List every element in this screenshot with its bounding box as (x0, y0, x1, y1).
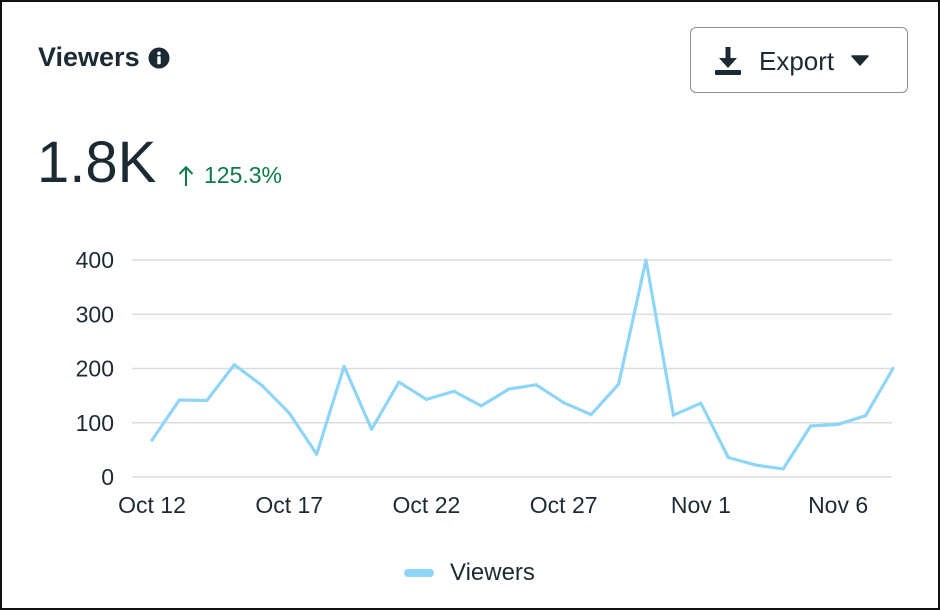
legend-label: Viewers (450, 559, 535, 586)
card-title: Viewers (38, 42, 140, 72)
y-tick-label-0: 0 (101, 464, 114, 490)
y-tick-label-300: 300 (76, 301, 114, 327)
data-point (177, 398, 182, 402)
y-tick-label-200: 200 (76, 356, 114, 382)
data-point (589, 413, 593, 417)
data-point (342, 364, 346, 368)
export-button-label: Export (759, 46, 835, 76)
data-point (754, 463, 758, 467)
data-point (150, 438, 154, 442)
data-point (891, 366, 895, 371)
info-icon[interactable] (148, 47, 170, 69)
data-point (232, 363, 236, 367)
data-point (644, 258, 648, 262)
y-tick-label-100: 100 (76, 410, 114, 436)
data-point (699, 401, 703, 405)
export-button[interactable]: Export (690, 27, 908, 93)
data-point (507, 387, 511, 391)
data-point (315, 452, 319, 456)
y-tick-label-400: 400 (76, 247, 114, 273)
data-point (424, 397, 429, 402)
x-tick-label-oct-17: Oct 17 (255, 492, 323, 518)
arrow-up-icon (178, 165, 194, 186)
x-tick-label-oct-27: Oct 27 (530, 492, 598, 518)
chart-legend: Viewers (404, 559, 535, 587)
data-point (836, 422, 840, 426)
data-point (534, 383, 538, 387)
data-point (616, 382, 621, 386)
download-icon (715, 47, 741, 75)
data-point (287, 411, 291, 415)
change-indicator: 125.3% (178, 162, 282, 189)
x-tick-label-oct-22: Oct 22 (393, 492, 461, 518)
data-point (260, 383, 264, 387)
data-point (671, 413, 676, 417)
data-point (781, 467, 785, 471)
caret-down-icon (851, 55, 869, 66)
x-tick-label-nov-6: Nov 6 (808, 492, 868, 518)
viewers-line-chart: 0 100 200 300 400 Oct 12 Oct 17 Oct 22 Oct 27 Nov… (76, 247, 895, 518)
data-point (369, 427, 374, 431)
series-line-viewers (150, 258, 895, 471)
data-point (397, 380, 401, 384)
data-point (726, 455, 730, 460)
legend-swatch (404, 569, 434, 577)
x-tick-label-nov-1: Nov 1 (671, 492, 731, 518)
data-point (452, 389, 456, 393)
card-header: Viewers (38, 42, 170, 73)
total-viewers-value: 1.8K (37, 130, 157, 195)
data-point (205, 398, 209, 403)
x-tick-label-oct-12: Oct 12 (118, 492, 186, 518)
data-point (863, 414, 868, 418)
data-point (479, 404, 483, 408)
change-percentage: 125.3% (204, 162, 283, 188)
data-point (562, 401, 566, 405)
data-point (809, 424, 813, 428)
